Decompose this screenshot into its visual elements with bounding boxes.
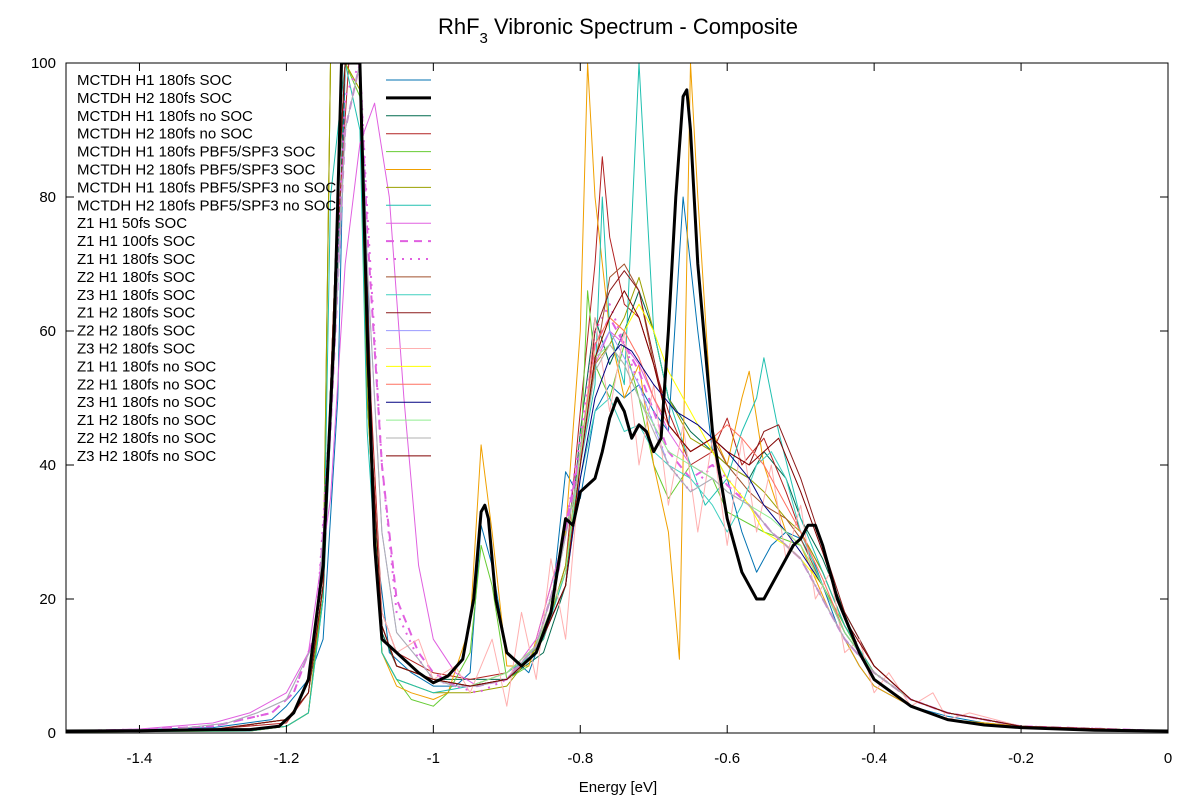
legend-label: Z1 H1 100fs SOC xyxy=(77,233,196,250)
legend-entry: Z3 H1 180fs no SOC xyxy=(77,394,431,411)
legend-label: Z3 H2 180fs no SOC xyxy=(77,448,216,465)
x-tick-label: -1.2 xyxy=(273,750,299,767)
legend-entry: Z2 H1 180fs SOC xyxy=(77,269,431,286)
legend-label: Z3 H2 180fs SOC xyxy=(77,341,196,358)
legend-entry: Z1 H1 100fs SOC xyxy=(77,233,431,250)
x-tick-label: 0 xyxy=(1164,750,1172,767)
legend-label: Z2 H1 180fs SOC xyxy=(77,269,196,286)
legend-label: Z2 H2 180fs no SOC xyxy=(77,430,216,447)
y-tick-label: 60 xyxy=(39,323,56,340)
x-tick-label: -0.6 xyxy=(714,750,740,767)
legend-label: Z2 H1 180fs no SOC xyxy=(77,376,216,393)
chart-title: RhF3 Vibronic Spectrum - Composite xyxy=(438,14,798,47)
y-tick-label: 0 xyxy=(48,725,56,742)
axes: -1.4 -1.2 -1 -0.8 -0.6 -0.4 -0.2 0 0 20 40 60 80 100 xyxy=(31,55,1172,767)
legend-label: Z1 H1 180fs no SOC xyxy=(77,358,216,375)
legend-label: MCTDH H2 180fs SOC xyxy=(77,90,232,107)
x-tick-label: -0.8 xyxy=(567,750,593,767)
legend-label: MCTDH H2 180fs no SOC xyxy=(77,126,253,143)
legend-entry: Z3 H2 180fs SOC xyxy=(77,341,431,358)
plot-area xyxy=(66,63,1168,733)
legend-label: Z1 H1 50fs SOC xyxy=(77,215,187,232)
legend-entry: MCTDH H1 180fs no SOC xyxy=(77,108,431,125)
x-tick-label: -1.4 xyxy=(127,750,153,767)
legend-entry: Z1 H1 180fs no SOC xyxy=(77,358,431,375)
y-tick-label: 40 xyxy=(39,457,56,474)
y-tick-label: 100 xyxy=(31,55,56,72)
legend-entry: Z3 H1 180fs SOC xyxy=(77,287,431,304)
legend-label: MCTDH H2 180fs PBF5/SPF3 SOC xyxy=(77,162,316,179)
series-line-z3-h2-180fs-no-soc xyxy=(66,63,1168,733)
legend-entry: Z1 H2 180fs no SOC xyxy=(77,412,431,429)
legend-label: MCTDH H2 180fs PBF5/SPF3 no SOC xyxy=(77,197,336,214)
series-line-mctdh-h1-180fs-no-soc xyxy=(66,63,1168,733)
legend-entry: Z3 H2 180fs no SOC xyxy=(77,448,431,465)
x-tick-label: -1 xyxy=(427,750,440,767)
legend-entry: MCTDH H2 180fs SOC xyxy=(77,90,431,107)
legend-label: MCTDH H1 180fs PBF5/SPF3 SOC xyxy=(77,144,316,161)
legend-label: Z3 H1 180fs SOC xyxy=(77,287,196,304)
legend-label: MCTDH H1 180fs SOC xyxy=(77,72,232,89)
legend-label: MCTDH H1 180fs PBF5/SPF3 no SOC xyxy=(77,179,336,196)
legend-label: Z1 H1 180fs SOC xyxy=(77,251,196,268)
series-line-mctdh-h2-180fs-soc xyxy=(66,63,1168,733)
legend-entry: Z2 H1 180fs no SOC xyxy=(77,376,431,393)
y-tick-label: 20 xyxy=(39,591,56,608)
chart-title-subscript: 3 xyxy=(480,30,488,47)
chart-title-rest: Vibronic Spectrum - Composite xyxy=(488,14,798,39)
x-tick-label: -0.2 xyxy=(1008,750,1034,767)
y-tick-label: 80 xyxy=(39,189,56,206)
legend-entry: Z2 H2 180fs SOC xyxy=(77,323,431,340)
legend-entry: MCTDH H2 180fs no SOC xyxy=(77,126,431,143)
legend-entry: Z1 H1 50fs SOC xyxy=(77,215,431,232)
legend-label: MCTDH H1 180fs no SOC xyxy=(77,108,253,125)
legend-entry: MCTDH H1 180fs PBF5/SPF3 SOC xyxy=(77,144,431,161)
legend-entry: MCTDH H1 180fs SOC xyxy=(77,72,431,89)
x-tick-label: -0.4 xyxy=(861,750,887,767)
legend-entry: MCTDH H2 180fs PBF5/SPF3 SOC xyxy=(77,162,431,179)
legend-label: Z3 H1 180fs no SOC xyxy=(77,394,216,411)
plot-frame xyxy=(65,62,1169,734)
legend-entry: MCTDH H2 180fs PBF5/SPF3 no SOC xyxy=(77,197,431,214)
legend-label: Z1 H2 180fs no SOC xyxy=(77,412,216,429)
legend-label: Z2 H2 180fs SOC xyxy=(77,323,196,340)
x-axis-label: Energy [eV] xyxy=(579,779,657,796)
legend-entry: Z1 H2 180fs SOC xyxy=(77,305,431,322)
legend-entry: Z2 H2 180fs no SOC xyxy=(77,430,431,447)
legend-entry: Z1 H1 180fs SOC xyxy=(77,251,431,268)
chart-title-main: RhF xyxy=(438,14,480,39)
series-line-z3-h1-180fs-soc xyxy=(66,63,1168,733)
legend-entry: MCTDH H1 180fs PBF5/SPF3 no SOC xyxy=(77,179,431,196)
legend-label: Z1 H2 180fs SOC xyxy=(77,305,196,322)
